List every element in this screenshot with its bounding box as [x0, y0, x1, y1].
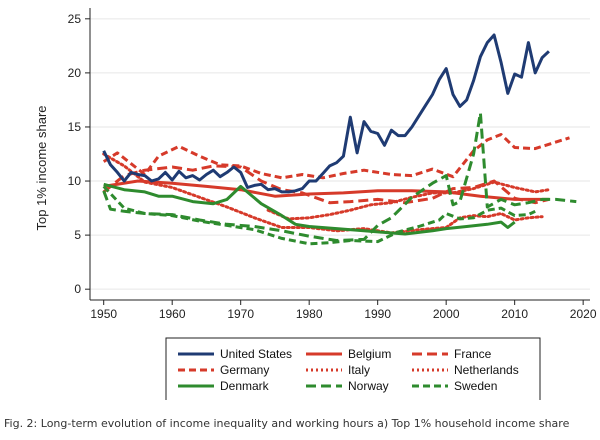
- line-chart: 0 5 10 15 20 25 1950 1960 1970 1980 1990 2000 2010 20…: [34, 8, 597, 400]
- legend: United States Belgium France Germany Italy Ne…: [165, 337, 541, 400]
- series-line-united-states: [102, 33, 550, 194]
- series-line-france: [102, 164, 550, 205]
- legend-label: Netherlands: [454, 363, 519, 377]
- legend-label: Sweden: [454, 379, 497, 393]
- x-tick-label: 1970: [227, 307, 254, 321]
- series-lines: [102, 33, 577, 246]
- x-tick-label: 1960: [159, 307, 186, 321]
- y-tick-label: 20: [68, 66, 82, 80]
- legend-label: Norway: [348, 379, 389, 393]
- y-tick-label: 25: [68, 12, 82, 26]
- gridlines: [90, 18, 590, 290]
- x-tick-label: 2020: [570, 307, 597, 321]
- ticks: 0 5 10 15 20 25 1950 1960 1970 1980 1990 2000 2010 20…: [68, 12, 597, 321]
- series-line-sweden: [102, 185, 536, 246]
- legend-label: Denmark: [220, 379, 270, 393]
- figure-caption: Fig. 2: Long-term evolution of income in…: [4, 417, 570, 430]
- series-line-netherlands: [102, 152, 544, 235]
- x-tick-label: 2010: [501, 307, 528, 321]
- series-line-germany: [102, 133, 570, 180]
- x-tick-label: 2000: [433, 307, 460, 321]
- legend-label: United States: [220, 347, 292, 361]
- x-tick-label: 1980: [296, 307, 323, 321]
- legend-box: [165, 337, 541, 400]
- x-tick-label: 1990: [364, 307, 391, 321]
- y-tick-label: 5: [74, 228, 81, 242]
- legend-label: Italy: [348, 363, 370, 377]
- y-tick-label: 0: [74, 282, 81, 296]
- axes: [89, 8, 590, 301]
- legend-label: Belgium: [348, 347, 391, 361]
- y-tick-label: 10: [68, 174, 82, 188]
- legend-label: France: [454, 347, 492, 361]
- legend-label: Germany: [220, 363, 269, 377]
- series-line-belgium: [103, 179, 549, 201]
- series-line-denmark: [103, 182, 516, 236]
- x-tick-label: 1950: [90, 307, 117, 321]
- y-axis-title: Top 1% income share: [34, 105, 49, 230]
- y-tick-label: 15: [68, 120, 82, 134]
